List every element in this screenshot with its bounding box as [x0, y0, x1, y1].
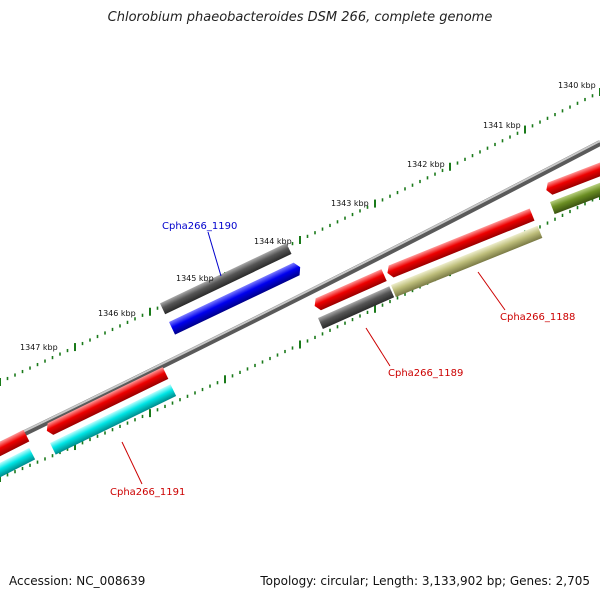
gene-cpha266-1190-arrow[interactable] [169, 261, 303, 335]
genome-backbone [0, 140, 600, 448]
gene-label-cpha266-1188[interactable]: Cpha266_1188 [500, 312, 575, 323]
gene-next-cds-arrow[interactable] [544, 158, 600, 196]
feature-gray-upper-arrow[interactable] [159, 243, 292, 315]
gene-prev-cds-arrow[interactable] [0, 429, 30, 469]
scale-tick-row-lower [0, 192, 600, 482]
topology-text: Topology: circular; Length: 3,133,902 bp… [260, 574, 590, 588]
accession-text: Accession: NC_008639 [9, 574, 146, 588]
gene-prev-arrow[interactable] [0, 447, 36, 488]
genome-backbone-highlight [0, 140, 600, 444]
map-title: Chlorobium phaeobacteroides DSM 266, com… [107, 10, 493, 25]
tick-label-1340: 1340 kbp [558, 81, 596, 90]
gene-cpha266-1191-arrow[interactable] [50, 384, 177, 455]
gene-next-arrow[interactable] [550, 176, 600, 215]
gene-label-cpha266-1190[interactable]: Cpha266_1190 [162, 221, 237, 232]
leader-line-cpha266-1189 [365, 327, 391, 367]
tick-label-1346: 1346 kbp [98, 309, 136, 318]
gene-label-cpha266-1191[interactable]: Cpha266_1191 [110, 487, 185, 498]
gene-cpha266-1189-cds-arrow[interactable] [312, 269, 387, 312]
tick-label-1347: 1347 kbp [20, 343, 58, 352]
gene-cpha266-1189-arrow[interactable] [318, 286, 395, 329]
tick-label-1345: 1345 kbp [176, 274, 214, 283]
tick-label-1342: 1342 kbp [407, 160, 445, 169]
gene-cpha266-1188-arrow[interactable] [391, 225, 543, 298]
tick-label-1344: 1344 kbp [254, 237, 292, 246]
leader-line-cpha266-1190 [207, 231, 222, 277]
gene-cpha266-1188-cds-arrow[interactable] [385, 208, 535, 279]
leader-line-cpha266-1191 [121, 441, 143, 485]
leader-line-cpha266-1188 [477, 271, 506, 311]
gene-label-cpha266-1189[interactable]: Cpha266_1189 [388, 368, 463, 379]
gene-cpha266-1191-cds-arrow[interactable] [44, 367, 169, 437]
tick-label-1341: 1341 kbp [483, 121, 521, 130]
tick-label-1343: 1343 kbp [331, 199, 369, 208]
